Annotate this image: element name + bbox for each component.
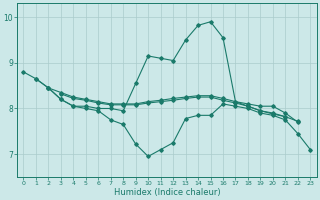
X-axis label: Humidex (Indice chaleur): Humidex (Indice chaleur) — [114, 188, 220, 197]
